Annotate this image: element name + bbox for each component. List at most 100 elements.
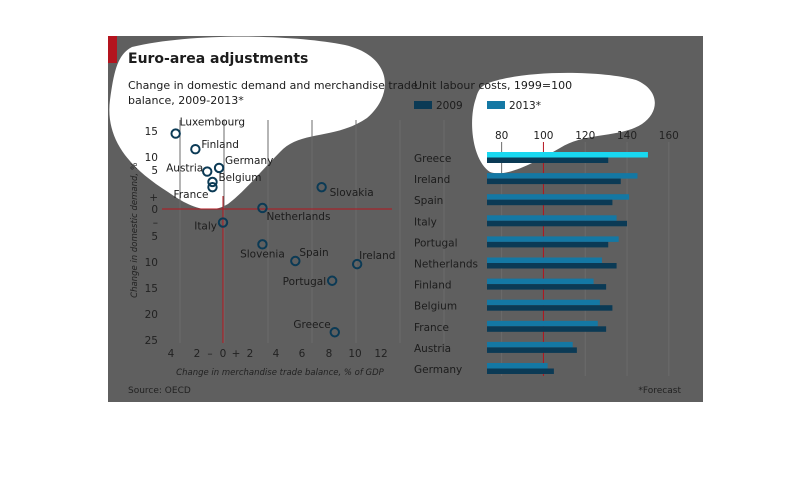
bar-2013 [487,320,598,327]
bar-category-label: Germany [414,364,462,376]
bar-2009 [487,157,609,163]
bar-x-tick-label: 160 [659,130,679,142]
left-subtitle-line-1: Change in domestic demand and merchandis… [128,79,418,92]
scatter-point-label: Greece [293,319,330,331]
scatter-point-label: Ireland [359,250,395,262]
scatter-x-tick-label: 4 [273,348,280,360]
scatter-point [217,217,229,228]
scatter-y-tick-label: 15 [145,283,158,295]
scatter-point-label: Italy [194,221,217,233]
scatter-point-label: Spain [299,247,328,259]
scatter-point [316,181,327,193]
scatter-x-tick-label: 12 [374,348,387,360]
bar-2009 [487,199,613,206]
scatter-x-tick-label: 2 [194,348,201,360]
highlight-blob-left [109,36,385,210]
bar-2009 [487,284,607,290]
forecast-footnote: *Forecast [638,386,681,396]
bar-category-label: Austria [414,343,451,355]
legend-swatch [414,101,432,109]
scatter-y-tick-label: 25 [145,335,158,347]
scatter-point-label: Slovenia [240,248,285,260]
scatter-gridlines [179,120,445,343]
bar-category-label: France [414,322,449,334]
bar-2013 [487,194,630,200]
scatter-x-tick-label: + [232,348,241,360]
scatter-point-label: Austria [166,163,203,175]
scatter-point [170,128,181,139]
scatter-point-label: Belgium [218,172,261,184]
bar-2013 [487,215,617,221]
scatter-point-label: France [174,189,209,201]
bar-2009 [487,241,609,248]
bar-category-label: Belgium [414,301,457,313]
bar-2013 [487,278,594,285]
bar-2009 [487,220,628,227]
bar-2013 [487,363,548,369]
scatter-x-tick-label: 4 [168,348,175,360]
scatter-y-tick-label: 15 [145,126,158,138]
scatter-point [257,239,268,250]
scatter-x-tick-label: 0 [220,348,227,360]
highlight-blob-right [472,72,655,174]
scatter-point [257,202,268,214]
scatter-y-tick-label: 5 [151,165,158,177]
bar-2013 [487,257,602,263]
legend-swatch [487,101,505,109]
chart-title: Euro-area adjustments [128,51,308,67]
right-subtitle: Unit labour costs, 1999=100 [414,79,572,92]
scatter-x-tick-label: 8 [326,348,333,360]
bar-legend: 2009 2013* [414,100,541,112]
bar-marks: Greece Ireland Spain Italy Portugal Netherlan… [414,152,648,376]
scatter-point-label: Netherlands [266,211,330,223]
scatter-x-tick-label: 6 [299,348,306,360]
bar-category-label: Ireland [414,174,450,186]
legend-label: 2009 [436,100,463,112]
scatter-point [207,176,218,188]
bar-category-label: Netherlands [414,259,478,271]
scatter-point [290,255,301,267]
bar-2009 [487,305,613,311]
scatter-point [213,162,225,174]
scatter-y-tick-label: 0 [151,204,158,216]
scatter-y-tick-label: – [153,217,158,229]
scatter-point-label: Portugal [283,276,327,288]
bar-2009 [487,178,621,185]
scatter-y-tick-label: 10 [145,152,158,164]
bar-x-tick-label: 120 [575,130,595,142]
scatter-point [190,144,201,155]
bar-x-tick-label: 100 [533,130,553,142]
scatter-y-tick-label: 20 [145,309,158,321]
bar-2009 [487,347,577,353]
bar-category-label: Finland [414,280,452,292]
bar-2009 [487,326,607,332]
scatter-y-tick-label: 5 [151,231,158,243]
bar-2013 [487,299,600,306]
brand-accent-bar [108,36,117,63]
bar-2013 [487,341,573,348]
legend-label: 2013* [509,100,541,112]
bar-2009 [487,263,617,269]
scatter-x-axis-label: Change in merchandise trade balance, % o… [176,368,385,378]
scatter-y-tick-label: + [149,192,158,204]
bar-2013 [487,152,648,158]
scatter-point [207,181,218,193]
bar-x-tick-label: 140 [617,130,637,142]
scatter-x-tick-label: 10 [348,348,361,360]
scatter-x-tick-label: – [207,348,212,360]
scatter-point [329,327,340,338]
bar-2009 [487,368,554,374]
scatter-point-label: Slovakia [330,187,374,199]
scatter-point [351,258,363,270]
scatter-point [202,166,213,177]
scatter-point [326,275,338,286]
scatter-x-tick-label: 2 [247,348,254,360]
scatter-points: Luxembourg Finland Austria Germany Belgium Fr… [166,117,395,338]
bar-category-label: Greece [414,153,451,165]
scatter-point-label: Luxembourg [180,117,245,129]
bar-2013 [487,173,638,179]
bar-category-label: Portugal [414,237,458,249]
scatter-point-label: Finland [201,139,239,151]
